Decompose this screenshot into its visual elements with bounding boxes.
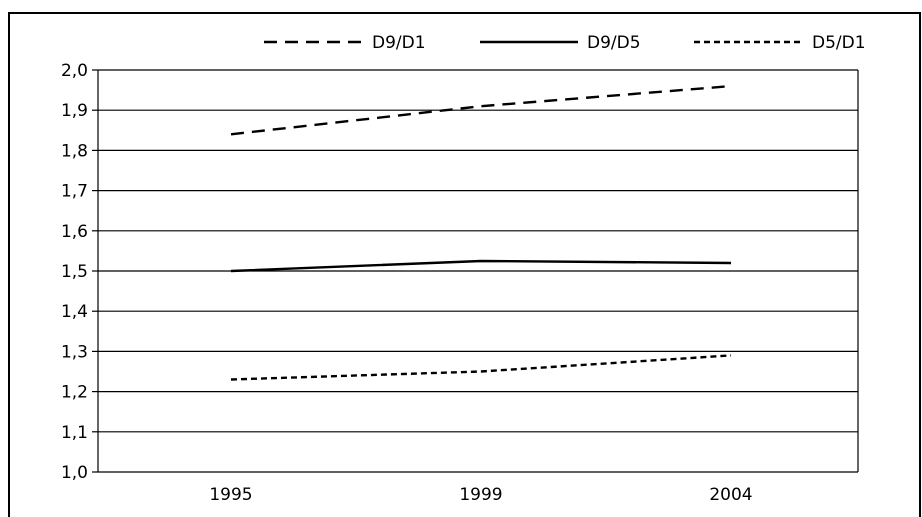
gridlines (98, 69, 858, 473)
y-tick-label: 1,9 (61, 101, 88, 121)
y-tick-label: 1,6 (61, 222, 88, 242)
y-tick-label: 1,5 (61, 262, 88, 282)
y-tick-label: 1,0 (61, 463, 88, 483)
x-tick-label: 1995 (209, 485, 252, 505)
x-tick-label: 1999 (459, 485, 502, 505)
y-tick-label: 1,2 (61, 383, 88, 403)
legend: D9/D1 D9/D5 D5/D1 (264, 33, 866, 53)
legend-label: D9/D5 (587, 33, 641, 53)
y-tick-label: 2,0 (61, 61, 88, 81)
y-tick-label: 1,8 (61, 141, 88, 161)
y-tick-label: 1,4 (61, 302, 88, 322)
chart-frame (8, 12, 921, 517)
series-line-d9-d5 (230, 259, 732, 273)
series-lines (230, 84, 732, 381)
y-axis-ticks: 1,0 1,1 1,2 1,3 1,4 1,5 1,6 1,7 1,8 1,9 2,0 (61, 61, 98, 483)
series-line-d5-d1 (230, 354, 732, 381)
legend-label: D5/D1 (812, 33, 866, 53)
x-tick-label: 2004 (709, 485, 752, 505)
y-tick-label: 1,3 (61, 342, 88, 362)
legend-label: D9/D1 (372, 33, 426, 53)
x-axis-ticks: 1995 1999 2004 (209, 485, 752, 505)
y-tick-label: 1,1 (61, 423, 88, 443)
y-tick-label: 1,7 (61, 182, 88, 202)
